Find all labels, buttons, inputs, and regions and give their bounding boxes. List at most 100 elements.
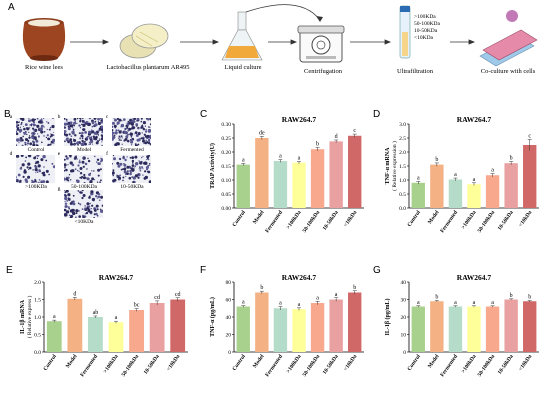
x-tick-label: Model: [252, 353, 266, 369]
y-tick-label: 40: [226, 315, 232, 321]
bar: [430, 301, 444, 352]
significance-letter: a: [316, 295, 319, 301]
x-tick-label: Control: [407, 353, 423, 372]
y-tick-label: 1.5: [399, 164, 406, 170]
y-axis-label: IL-1β (pg/mL): [384, 299, 391, 336]
x-tick-label: 50-100kDa: [302, 354, 322, 378]
x-tick-label: <10kDa: [518, 354, 534, 373]
rice-wine-jar-icon: [22, 18, 66, 61]
step-label-rice-wine-lees: Rice wine lees: [25, 64, 63, 71]
x-tick-label: 50-100kDa: [121, 354, 141, 378]
x-tick-label: Fermented: [264, 354, 284, 378]
bar: [310, 149, 325, 208]
flask-icon: [221, 11, 263, 61]
bar: [292, 309, 306, 352]
micrograph-sublabel: b: [57, 114, 61, 120]
y-tick-label: 0: [228, 350, 231, 356]
x-tick-label: 10-50kDa: [497, 354, 515, 376]
micrograph-label: <10KDa: [74, 219, 94, 225]
panel-letter-a: A: [8, 2, 15, 13]
bar: [88, 317, 103, 352]
x-tick-label: Fermented: [264, 210, 284, 234]
y-tick-label: 40: [401, 280, 407, 286]
bar: [430, 164, 444, 208]
bar: [129, 310, 144, 352]
bar: [108, 322, 124, 352]
micrograph-image: [112, 118, 151, 146]
bar: [411, 182, 425, 208]
x-tick-label: Model: [427, 353, 441, 369]
micrograph-sublabel: c: [105, 114, 109, 120]
step-label-centrifugation: Centrifugation: [304, 68, 342, 75]
bar: [448, 306, 463, 352]
y-tick-label: 0.10: [221, 178, 231, 184]
petri-dish-icon: [119, 23, 169, 59]
significance-letter: a: [279, 154, 282, 160]
chart-title: RAW264.7: [457, 273, 492, 282]
x-tick-label: <10kDa: [343, 354, 359, 373]
significance-letter: b: [435, 157, 438, 163]
y-tick-label: 10: [401, 333, 407, 339]
x-tick-label: Model: [65, 353, 79, 369]
bar: [329, 299, 343, 352]
step-label-liquid-culture: Liquid culture: [224, 64, 262, 71]
fraction-item: >100KDa: [414, 14, 436, 20]
panel-letter-d: D: [373, 109, 381, 120]
bar: [310, 303, 325, 352]
bar: [170, 299, 186, 352]
micrograph-label: Model: [76, 147, 92, 153]
step-label-co-culture: Co-culture with cells: [480, 68, 536, 75]
y-tick-label: 0.05: [221, 192, 231, 198]
significance-letter: a: [454, 172, 457, 178]
significance-letter: cd: [154, 295, 160, 301]
x-tick-label: Control: [232, 209, 248, 228]
x-tick-label: Model: [252, 209, 266, 225]
bar: [255, 292, 269, 352]
significance-letter: a: [298, 302, 301, 308]
x-tick-label: 10-50kDa: [322, 354, 340, 376]
x-tick-label: Model: [427, 209, 441, 225]
significance-letter: b: [316, 142, 319, 148]
bar: [485, 175, 500, 208]
panel-letter-e: E: [6, 265, 13, 276]
x-tick-label: Control: [407, 209, 423, 228]
ultrafiltration-tube-icon: [399, 5, 411, 59]
x-tick-label: >100kDa: [461, 354, 478, 375]
micrograph-label: Fermented: [120, 147, 144, 153]
y-tick-label: 20: [226, 333, 232, 339]
x-tick-label: Fermented: [439, 210, 459, 234]
fraction-list: >100KDa 50-100KDa 10-50KDa <10KDa: [414, 14, 440, 42]
significance-letter: d: [335, 134, 338, 140]
y-axis-label: TRAP Activity(U): [209, 143, 216, 189]
significance-letter: c: [353, 128, 356, 134]
significance-letter: d: [73, 291, 76, 297]
chart-title: RAW264.7: [282, 115, 317, 124]
bar: [504, 299, 518, 352]
x-tick-label: 50-100kDa: [477, 354, 497, 378]
y-tick-label: 0.30: [221, 122, 231, 128]
micrograph-label: >100KDa: [25, 184, 47, 190]
y-tick-label: 60: [226, 298, 232, 304]
bar: [348, 292, 362, 352]
y-tick-label: 1.5: [34, 298, 41, 304]
bar: [523, 301, 537, 352]
x-tick-label: Control: [232, 353, 248, 372]
x-tick-label: 10-50kDa: [497, 210, 515, 232]
micrograph-image: [16, 155, 55, 183]
micrograph-sublabel: d: [9, 151, 13, 157]
step-label-ultrafiltration: Ultrafiltration: [396, 68, 434, 75]
y-tick-label: 20: [401, 315, 407, 321]
y-axis-label: TNF-α (pg/mL): [209, 297, 216, 337]
flow-arrows: [70, 39, 476, 45]
bar: [273, 308, 288, 352]
centrifuge-icon: [297, 25, 345, 63]
significance-letter: a: [242, 157, 245, 163]
x-tick-label: >100kDa: [286, 210, 303, 231]
y-tick-label: 1.0: [34, 315, 41, 321]
significance-letter: b: [435, 295, 438, 301]
micrograph-sublabel: e: [57, 151, 61, 157]
bar: [149, 303, 165, 352]
y-tick-label: 0.0: [34, 350, 41, 356]
chart-title: RAW264.7: [99, 273, 134, 282]
significance-letter: b: [510, 156, 513, 162]
